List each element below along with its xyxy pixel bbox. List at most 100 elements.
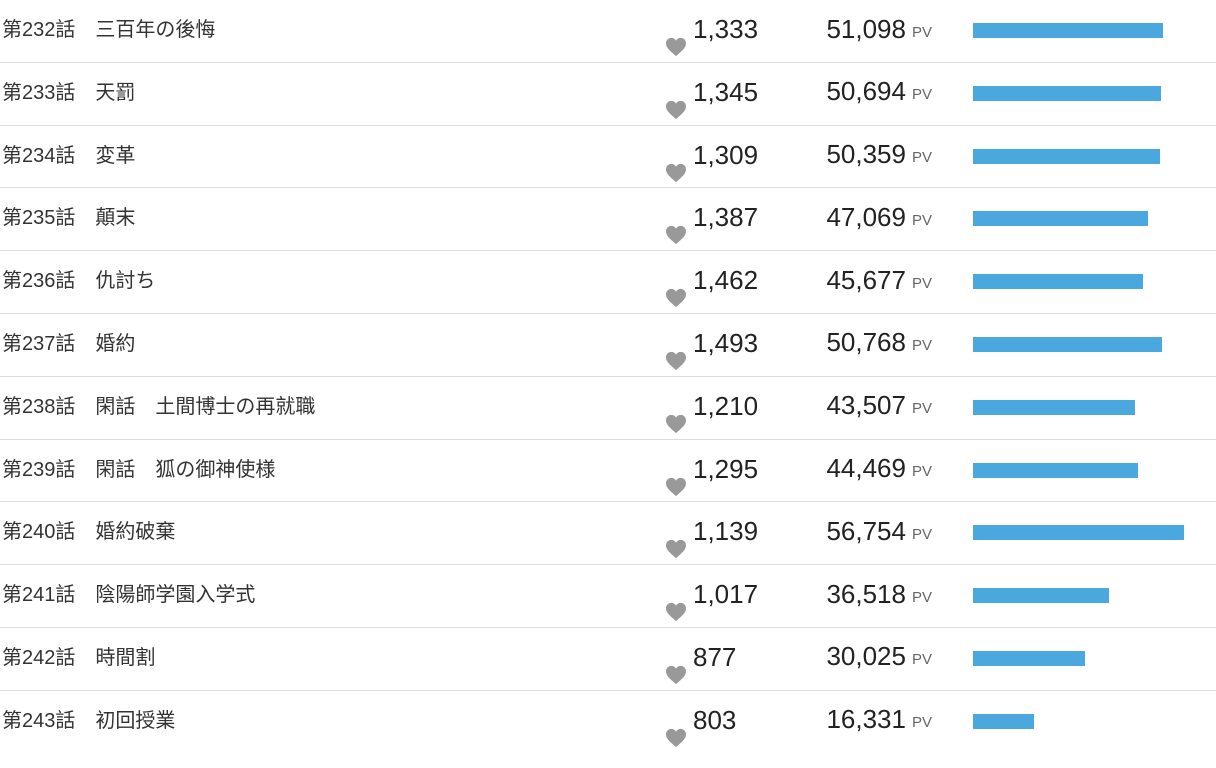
episode-row: 第235話 顛末 1,387 47,069 PV xyxy=(0,188,1216,252)
episode-title-link[interactable]: 第237話 婚約 xyxy=(2,332,136,355)
heart-icon xyxy=(665,459,687,496)
heart-icon xyxy=(665,396,687,433)
pageview-count: 56,754 PV xyxy=(826,502,932,560)
pageview-value: 50,359 xyxy=(826,139,906,170)
pageview-count: 30,025 PV xyxy=(826,628,932,686)
favorites-value: 1,139 xyxy=(693,516,759,547)
pageview-value: 47,069 xyxy=(826,201,906,232)
pageview-bar xyxy=(973,588,1109,604)
episode-row: 第240話 婚約破棄 1,139 56,754 PV xyxy=(0,502,1216,566)
pageview-count: 50,359 PV xyxy=(826,126,932,184)
episode-row: 第236話 仇討ち 1,462 45,677 PV xyxy=(0,251,1216,314)
pv-unit-label: PV xyxy=(911,86,932,104)
heart-icon xyxy=(665,710,687,747)
episode-title-link[interactable]: 第241話 陰陽師学園入学式 xyxy=(2,584,256,607)
heart-icon xyxy=(665,82,687,119)
pageview-bar xyxy=(973,462,1139,478)
pv-unit-label: PV xyxy=(911,149,932,167)
pageview-count: 50,768 PV xyxy=(826,314,932,372)
pv-unit-label: PV xyxy=(911,337,932,355)
pageview-value: 36,518 xyxy=(826,578,906,609)
pageview-value: 50,694 xyxy=(826,76,906,107)
pageview-value: 30,025 xyxy=(826,641,906,672)
episode-title-link[interactable]: 第234話 変革 xyxy=(2,144,136,167)
episode-title-link[interactable]: 第240話 婚約破棄 xyxy=(2,521,176,544)
favorites-count: 1,345 xyxy=(665,63,758,121)
favorites-value: 877 xyxy=(693,641,737,672)
favorites-count: 1,387 xyxy=(665,188,758,246)
pv-unit-label: PV xyxy=(911,23,932,41)
favorites-value: 1,333 xyxy=(693,14,759,44)
heart-icon xyxy=(665,584,687,622)
pv-unit-label: PV xyxy=(911,651,932,669)
favorites-count: 1,493 xyxy=(665,314,758,372)
favorites-value: 1,309 xyxy=(693,139,759,170)
pv-unit-label: PV xyxy=(911,588,932,606)
episode-title-link[interactable]: 第233話 天罰 xyxy=(2,81,136,104)
episode-row: 第239話 閑話 狐の御神使様 1,295 44,469 PV xyxy=(0,440,1216,503)
favorites-count: 1,295 xyxy=(665,440,758,498)
pageview-bar xyxy=(973,713,1034,729)
pageview-value: 56,754 xyxy=(826,515,906,546)
favorites-value: 803 xyxy=(693,704,737,735)
pageview-value: 51,098 xyxy=(826,13,906,44)
pageview-count: 47,069 PV xyxy=(826,188,932,246)
favorites-value: 1,493 xyxy=(693,327,759,358)
pv-unit-label: PV xyxy=(911,274,932,292)
episode-title-link[interactable]: 第235話 顛末 xyxy=(2,207,136,230)
episode-title-link[interactable]: 第238話 閑話 土間博士の再就職 xyxy=(2,395,316,418)
favorites-count: 1,017 xyxy=(665,565,758,623)
pv-unit-label: PV xyxy=(911,463,932,481)
heart-icon xyxy=(665,647,687,685)
episode-row: 第237話 婚約 1,493 50,768 PV xyxy=(0,314,1216,377)
favorites-count: 877 xyxy=(665,628,736,686)
pv-unit-label: PV xyxy=(911,400,932,418)
pageview-value: 45,677 xyxy=(826,264,906,295)
favorites-value: 1,295 xyxy=(693,453,759,484)
pageview-bar xyxy=(973,85,1162,101)
heart-icon xyxy=(665,270,687,308)
pageview-count: 43,507 PV xyxy=(826,377,932,435)
episode-title-link[interactable]: 第236話 仇討ち xyxy=(2,270,156,293)
favorites-count: 1,309 xyxy=(665,126,758,184)
favorites-value: 1,387 xyxy=(693,202,759,233)
favorites-count: 1,333 xyxy=(665,0,758,58)
episode-row: 第234話 変革 1,309 50,359 PV xyxy=(0,126,1216,189)
pageview-count: 45,677 PV xyxy=(826,251,932,309)
episode-title-link[interactable]: 第232話 三百年の後悔 xyxy=(2,19,216,41)
pageview-count: 51,098 PV xyxy=(826,0,932,58)
pageview-value: 16,331 xyxy=(826,704,906,735)
pageview-count: 44,469 PV xyxy=(826,440,932,498)
heart-icon xyxy=(665,333,687,371)
episode-title-link[interactable]: 第243話 初回授業 xyxy=(2,709,176,732)
episode-row: 第241話 陰陽師学園入学式 1,017 36,518 PV xyxy=(0,565,1216,628)
favorites-value: 1,210 xyxy=(693,390,759,421)
favorites-count: 803 xyxy=(665,691,736,749)
pageview-bar xyxy=(973,525,1184,541)
pageview-bar xyxy=(973,399,1135,415)
episode-row: 第243話 初回授業 803 16,331 PV xyxy=(0,691,1216,754)
pageview-count: 16,331 PV xyxy=(826,691,932,749)
pageview-bar xyxy=(973,336,1162,352)
heart-icon xyxy=(665,207,687,245)
episode-row: 第238話 閑話 土間博士の再就職 1,210 43,507 PV xyxy=(0,377,1216,440)
favorites-count: 1,139 xyxy=(665,502,758,560)
pageview-bar xyxy=(973,148,1161,164)
favorites-count: 1,210 xyxy=(665,377,758,435)
episode-row: 第233話 天罰 1,345 50,694 PV xyxy=(0,63,1216,126)
pv-unit-label: PV xyxy=(911,714,932,732)
pageview-value: 50,768 xyxy=(826,327,906,358)
pageview-bar xyxy=(973,23,1163,38)
episode-title-link[interactable]: 第239話 閑話 狐の御神使様 xyxy=(2,458,276,481)
pageview-count: 50,694 PV xyxy=(826,63,932,121)
favorites-count: 1,462 xyxy=(665,251,758,309)
pageview-value: 44,469 xyxy=(826,453,906,484)
episode-title-link[interactable]: 第242話 時間割 xyxy=(2,646,156,669)
episode-row: 第232話 三百年の後悔 1,333 51,098 PV xyxy=(0,0,1216,63)
pageview-bar xyxy=(973,274,1143,290)
pv-unit-label: PV xyxy=(911,525,932,543)
favorites-value: 1,017 xyxy=(693,579,759,610)
episode-row: 第242話 時間割 877 30,025 PV xyxy=(0,628,1216,691)
pageview-bar xyxy=(973,211,1148,227)
